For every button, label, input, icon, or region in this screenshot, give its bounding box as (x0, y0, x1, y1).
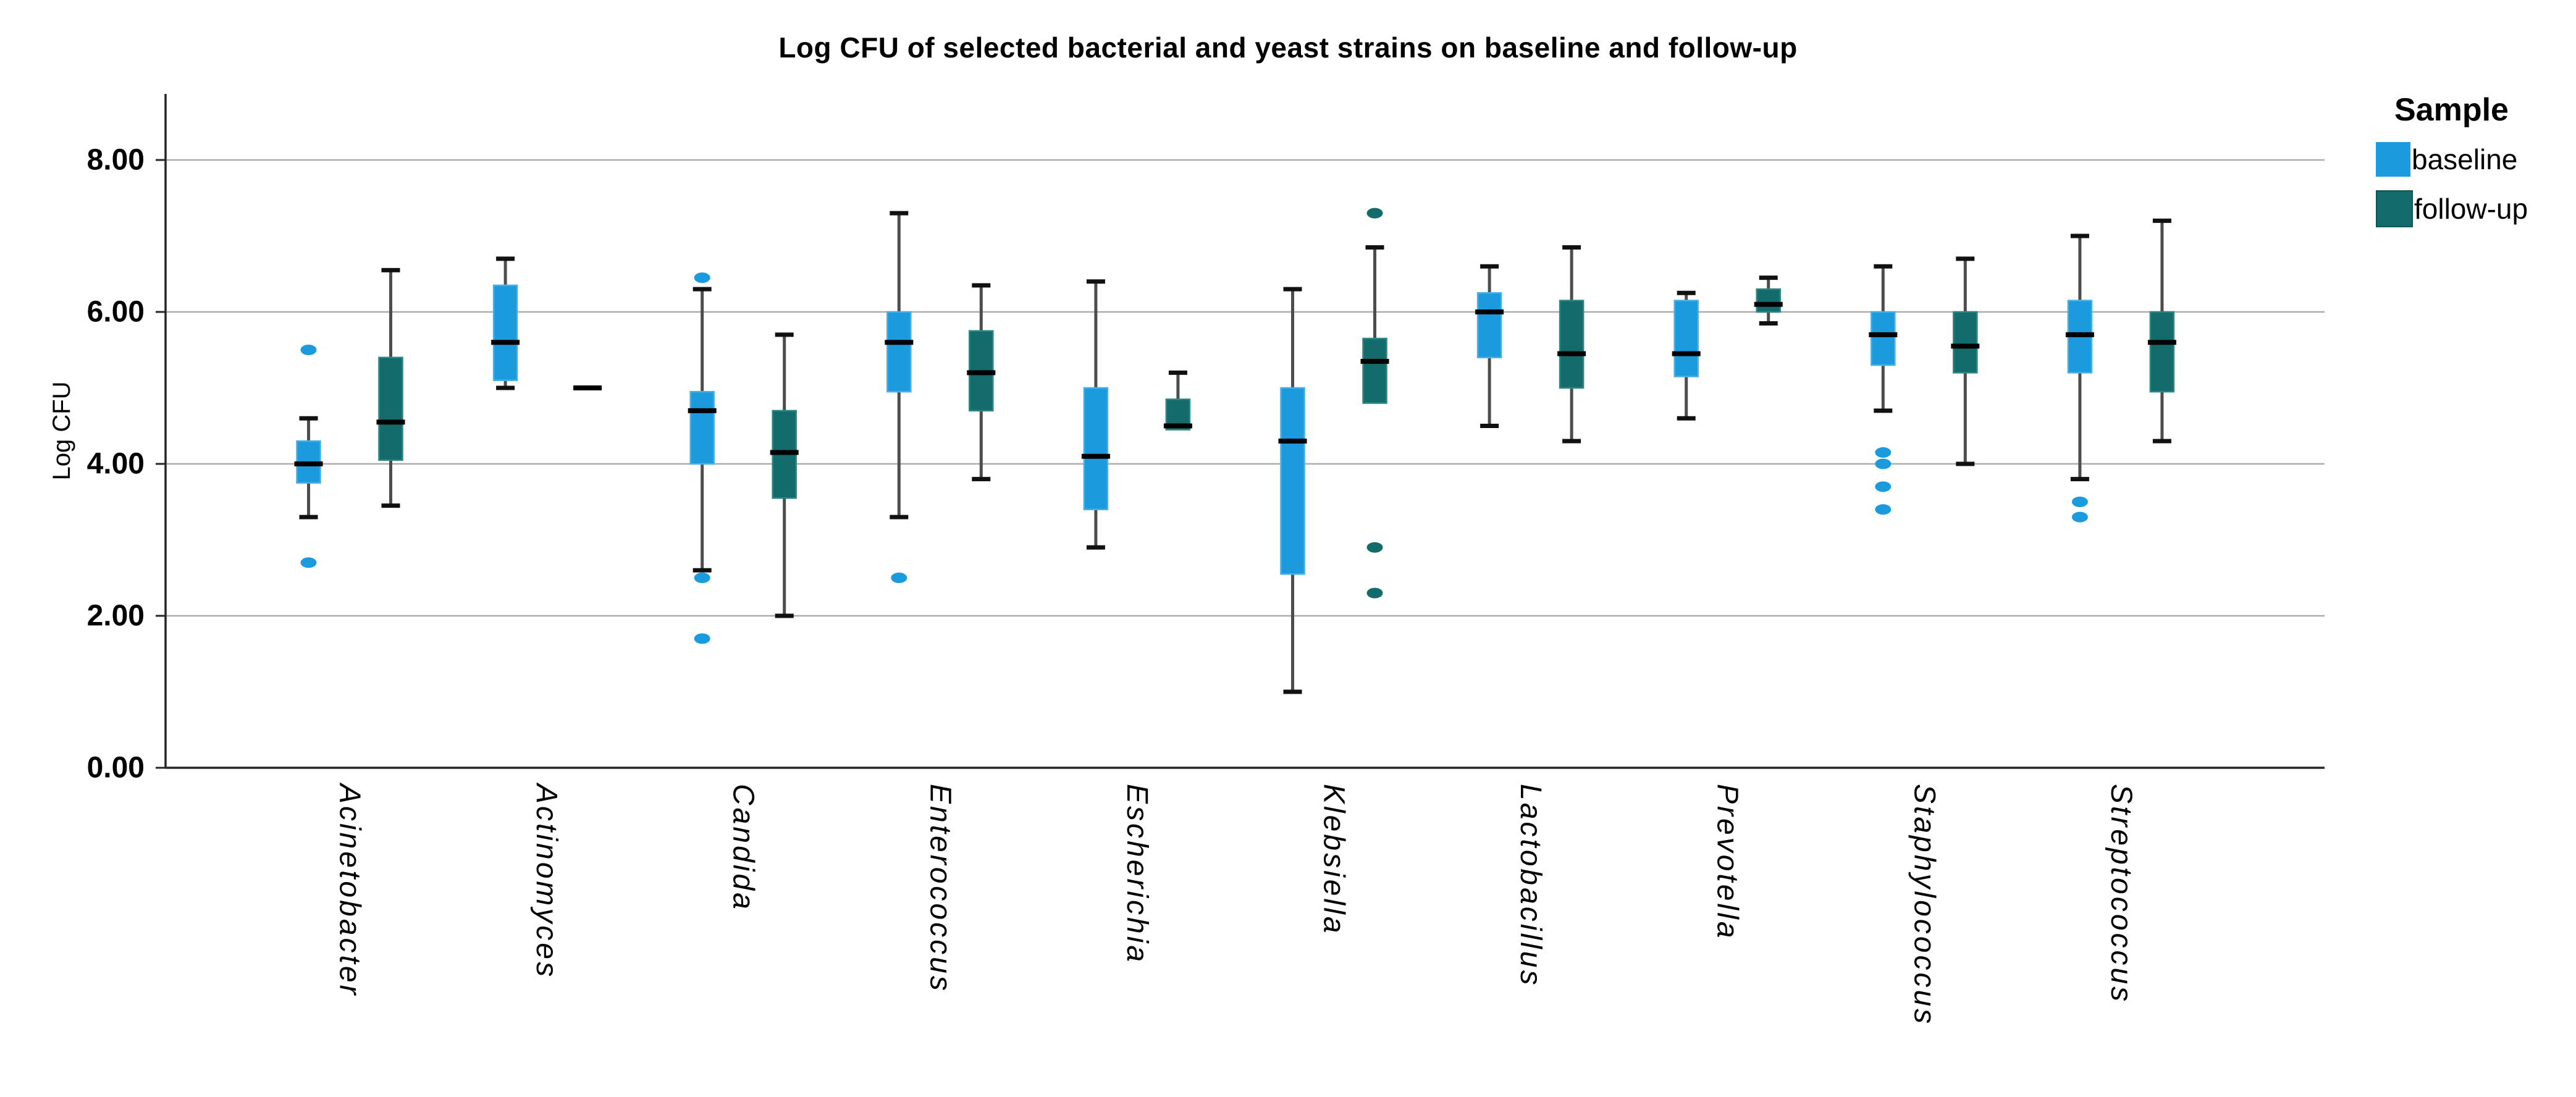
x-category-label-acinetobacter: Acinetobacter (334, 782, 366, 998)
y-tick-label-4.00: 4.00 (87, 448, 145, 481)
chart-title: Log CFU of selected bacterial and yeast … (778, 32, 1798, 64)
box-follow-up-lactobacillus (1559, 300, 1585, 389)
box-follow-up-acinetobacter (378, 356, 403, 461)
legend-swatch-baseline (2376, 142, 2410, 177)
x-category-label-candida: Candida (727, 784, 760, 912)
legend-item-baseline: baseline (2376, 142, 2528, 177)
box-baseline-staphylococcus-outlier-1 (1875, 458, 1892, 469)
box-baseline-staphylococcus (1871, 311, 1896, 366)
box-baseline-candida-outlier-1 (694, 573, 710, 583)
x-category-label-prevotella: Prevotella (1711, 784, 1744, 940)
y-tick-label-6.00: 6.00 (87, 296, 145, 329)
x-category-label-klebsiella: Klebsiella (1318, 784, 1350, 935)
box-follow-up-prevotella (1756, 288, 1781, 313)
box-baseline-enterococcus-outlier-0 (891, 573, 907, 583)
box-baseline-klebsiella (1280, 387, 1305, 575)
box-baseline-staphylococcus-outlier-0 (1875, 447, 1892, 458)
box-baseline-acinetobacter-outlier-1 (300, 557, 317, 568)
box-baseline-candida-outlier-0 (694, 272, 710, 284)
y-tick-label-0.00: 0.00 (87, 752, 145, 784)
box-follow-up-staphylococcus (1953, 311, 1978, 374)
box-follow-up-klebsiella (1362, 337, 1387, 404)
legend-label-followup: follow-up (2414, 193, 2528, 225)
box-baseline-prevotella (1673, 300, 1699, 377)
x-category-label-streptococcus: Streptococcus (2105, 784, 2137, 1004)
legend-swatch-followup (2376, 190, 2413, 227)
box-follow-up-klebsiella-outlier-1 (1366, 542, 1383, 553)
legend: Sample baseline follow-up (2376, 91, 2528, 227)
box-follow-up-klebsiella-outlier-2 (1366, 587, 1383, 599)
y-axis-label: Log CFU (48, 381, 75, 480)
box-follow-up-klebsiella-outlier-0 (1366, 208, 1383, 219)
y-tick-label-2.00: 2.00 (87, 600, 145, 633)
x-category-label-escherichia: Escherichia (1121, 784, 1153, 964)
box-follow-up-streptococcus (2149, 311, 2175, 393)
box-baseline-lactobacillus (1476, 292, 1502, 359)
y-tick-label-8.00: 8.00 (87, 144, 145, 177)
x-category-label-actinomyces: Actinomyces (530, 782, 563, 979)
x-category-label-lactobacillus: Lactobacillus (1514, 784, 1547, 988)
x-category-label-enterococcus: Enterococcus (924, 784, 956, 993)
legend-item-followup: follow-up (2376, 190, 2528, 227)
box-baseline-candida (689, 390, 715, 465)
box-baseline-staphylococcus-outlier-2 (1875, 481, 1892, 492)
box-baseline-acinetobacter-outlier-0 (300, 345, 317, 355)
box-baseline-enterococcus (886, 311, 912, 393)
box-baseline-actinomyces (492, 284, 518, 381)
box-baseline-escherichia (1083, 387, 1109, 511)
legend-label-baseline: baseline (2412, 143, 2518, 175)
legend-title: Sample (2394, 92, 2509, 128)
x-category-label-staphylococcus: Staphylococcus (1908, 784, 1940, 1026)
box-baseline-staphylococcus-outlier-3 (1875, 504, 1892, 515)
box-baseline-streptococcus-outlier-0 (2071, 497, 2088, 507)
box-baseline-candida-outlier-2 (694, 633, 710, 644)
box-baseline-streptococcus-outlier-1 (2071, 511, 2088, 523)
